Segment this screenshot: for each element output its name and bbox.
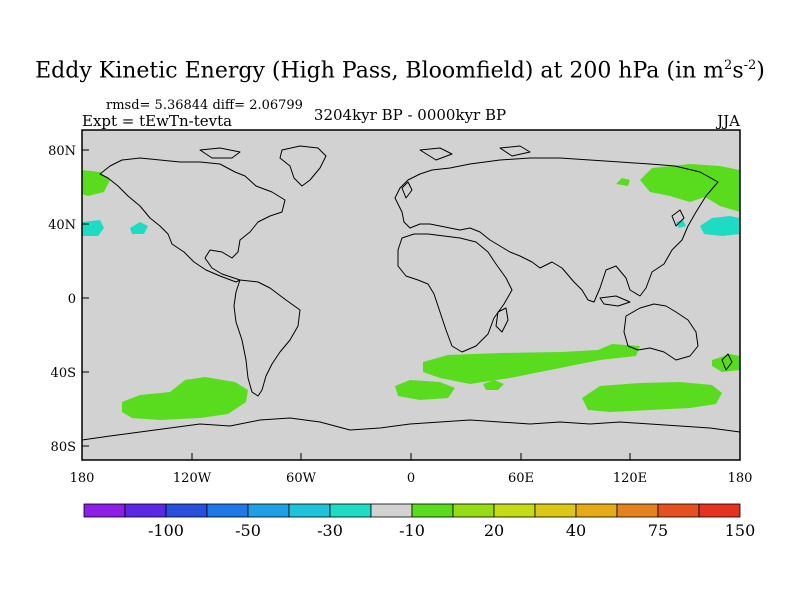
coastline-japan bbox=[671, 209, 685, 227]
colorbar-swatch bbox=[616, 503, 659, 518]
coastline-greenland bbox=[279, 145, 327, 187]
positive-region-tasman bbox=[712, 354, 740, 372]
colorbar-tick-label: -50 bbox=[235, 521, 261, 540]
y-axis-labels: 80N 40N 0 40S 80S bbox=[48, 144, 76, 455]
colorbar-swatch bbox=[288, 503, 331, 518]
x-tick-label: 0 bbox=[407, 471, 415, 486]
x-tick-label: 180 bbox=[70, 471, 95, 486]
coastline-new-zealand bbox=[721, 353, 733, 371]
x-tick-label: 120E bbox=[613, 471, 647, 486]
positive-region-siberia bbox=[616, 178, 630, 186]
colorbar-tick-label: -10 bbox=[399, 521, 425, 540]
positive-region-south-indian-small bbox=[483, 380, 504, 390]
coastline-north-america bbox=[99, 157, 286, 283]
coastline-africa bbox=[397, 233, 513, 353]
x-tick-label: 60E bbox=[508, 471, 534, 486]
colorbar-swatch bbox=[124, 503, 167, 518]
coastline-arctic-islands bbox=[199, 145, 531, 161]
y-tick-label: 80S bbox=[51, 440, 76, 455]
coastlines bbox=[81, 145, 741, 441]
colorbar-swatch bbox=[411, 503, 454, 518]
colorbar-tick-label: 20 bbox=[484, 521, 504, 540]
colorbar-tick-label: 75 bbox=[648, 521, 668, 540]
colorbar-swatch bbox=[370, 503, 413, 518]
coastline-antarctica bbox=[81, 417, 741, 441]
axis-ticks bbox=[81, 149, 741, 460]
coastline-australia bbox=[623, 303, 699, 361]
colorbar-labels: -100 -50 -30 -10 20 40 75 150 bbox=[148, 521, 755, 540]
colorbar-swatch bbox=[83, 503, 126, 518]
x-axis-labels: 180 120W 60W 0 60E 120E 180 bbox=[70, 471, 753, 486]
colorbar-tick-label: 150 bbox=[725, 521, 756, 540]
y-tick-label: 80N bbox=[48, 144, 76, 159]
x-tick-label: 60W bbox=[286, 471, 317, 486]
coastline-uk bbox=[401, 181, 413, 199]
colorbar-swatch bbox=[247, 503, 290, 518]
y-tick-label: 40S bbox=[51, 366, 76, 381]
colorbar-swatch bbox=[534, 503, 577, 518]
coastline-madagascar bbox=[495, 307, 509, 333]
y-tick-label: 0 bbox=[68, 292, 76, 307]
colorbar-swatch bbox=[206, 503, 249, 518]
positive-region-south-atlantic bbox=[395, 380, 455, 400]
anomaly-regions bbox=[82, 164, 740, 420]
experiment-label: Expt = tEwTn-tevta bbox=[82, 112, 233, 130]
colorbar-swatch bbox=[165, 503, 208, 518]
map-title: Eddy Kinetic Energy (High Pass, Bloomfie… bbox=[35, 58, 765, 84]
season-label: JJA bbox=[717, 112, 740, 130]
colorbar-swatch bbox=[575, 503, 618, 518]
colorbar bbox=[83, 503, 741, 518]
colorbar-swatch bbox=[329, 503, 372, 518]
positive-region-north-pacific bbox=[640, 164, 740, 212]
coastline-indonesia bbox=[599, 295, 631, 307]
colorbar-tick-label: -100 bbox=[148, 521, 184, 540]
stats-text: rmsd= 5.36844 diff= 2.06799 bbox=[106, 98, 303, 113]
positive-region-north-atlantic bbox=[82, 170, 110, 196]
period-label: 3204kyr BP - 0000kyr BP bbox=[313, 106, 507, 124]
x-tick-label: 120W bbox=[173, 471, 212, 486]
colorbar-tick-label: 40 bbox=[566, 521, 586, 540]
map-plot-area: 180 120W 60W 0 60E 120E 180 80N 40N 0 40… bbox=[48, 129, 753, 486]
negative-region-japan bbox=[676, 220, 686, 228]
positive-region-south-indian bbox=[423, 344, 640, 384]
colorbar-swatch bbox=[493, 503, 536, 518]
coastline-eurasia bbox=[394, 157, 719, 303]
colorbar-swatch bbox=[657, 503, 700, 518]
colorbar-swatch bbox=[452, 503, 495, 518]
colorbar-swatch bbox=[698, 503, 741, 518]
positive-region-south-pacific bbox=[122, 377, 248, 420]
x-tick-label: 180 bbox=[728, 471, 753, 486]
y-tick-label: 40N bbox=[48, 218, 76, 233]
colorbar-tick-label: -30 bbox=[317, 521, 343, 540]
negative-region-north-atlantic-east bbox=[130, 222, 148, 234]
positive-region-south-of-australia bbox=[582, 382, 722, 412]
negative-region-north-pacific bbox=[700, 216, 740, 236]
coastline-south-america bbox=[233, 279, 301, 397]
